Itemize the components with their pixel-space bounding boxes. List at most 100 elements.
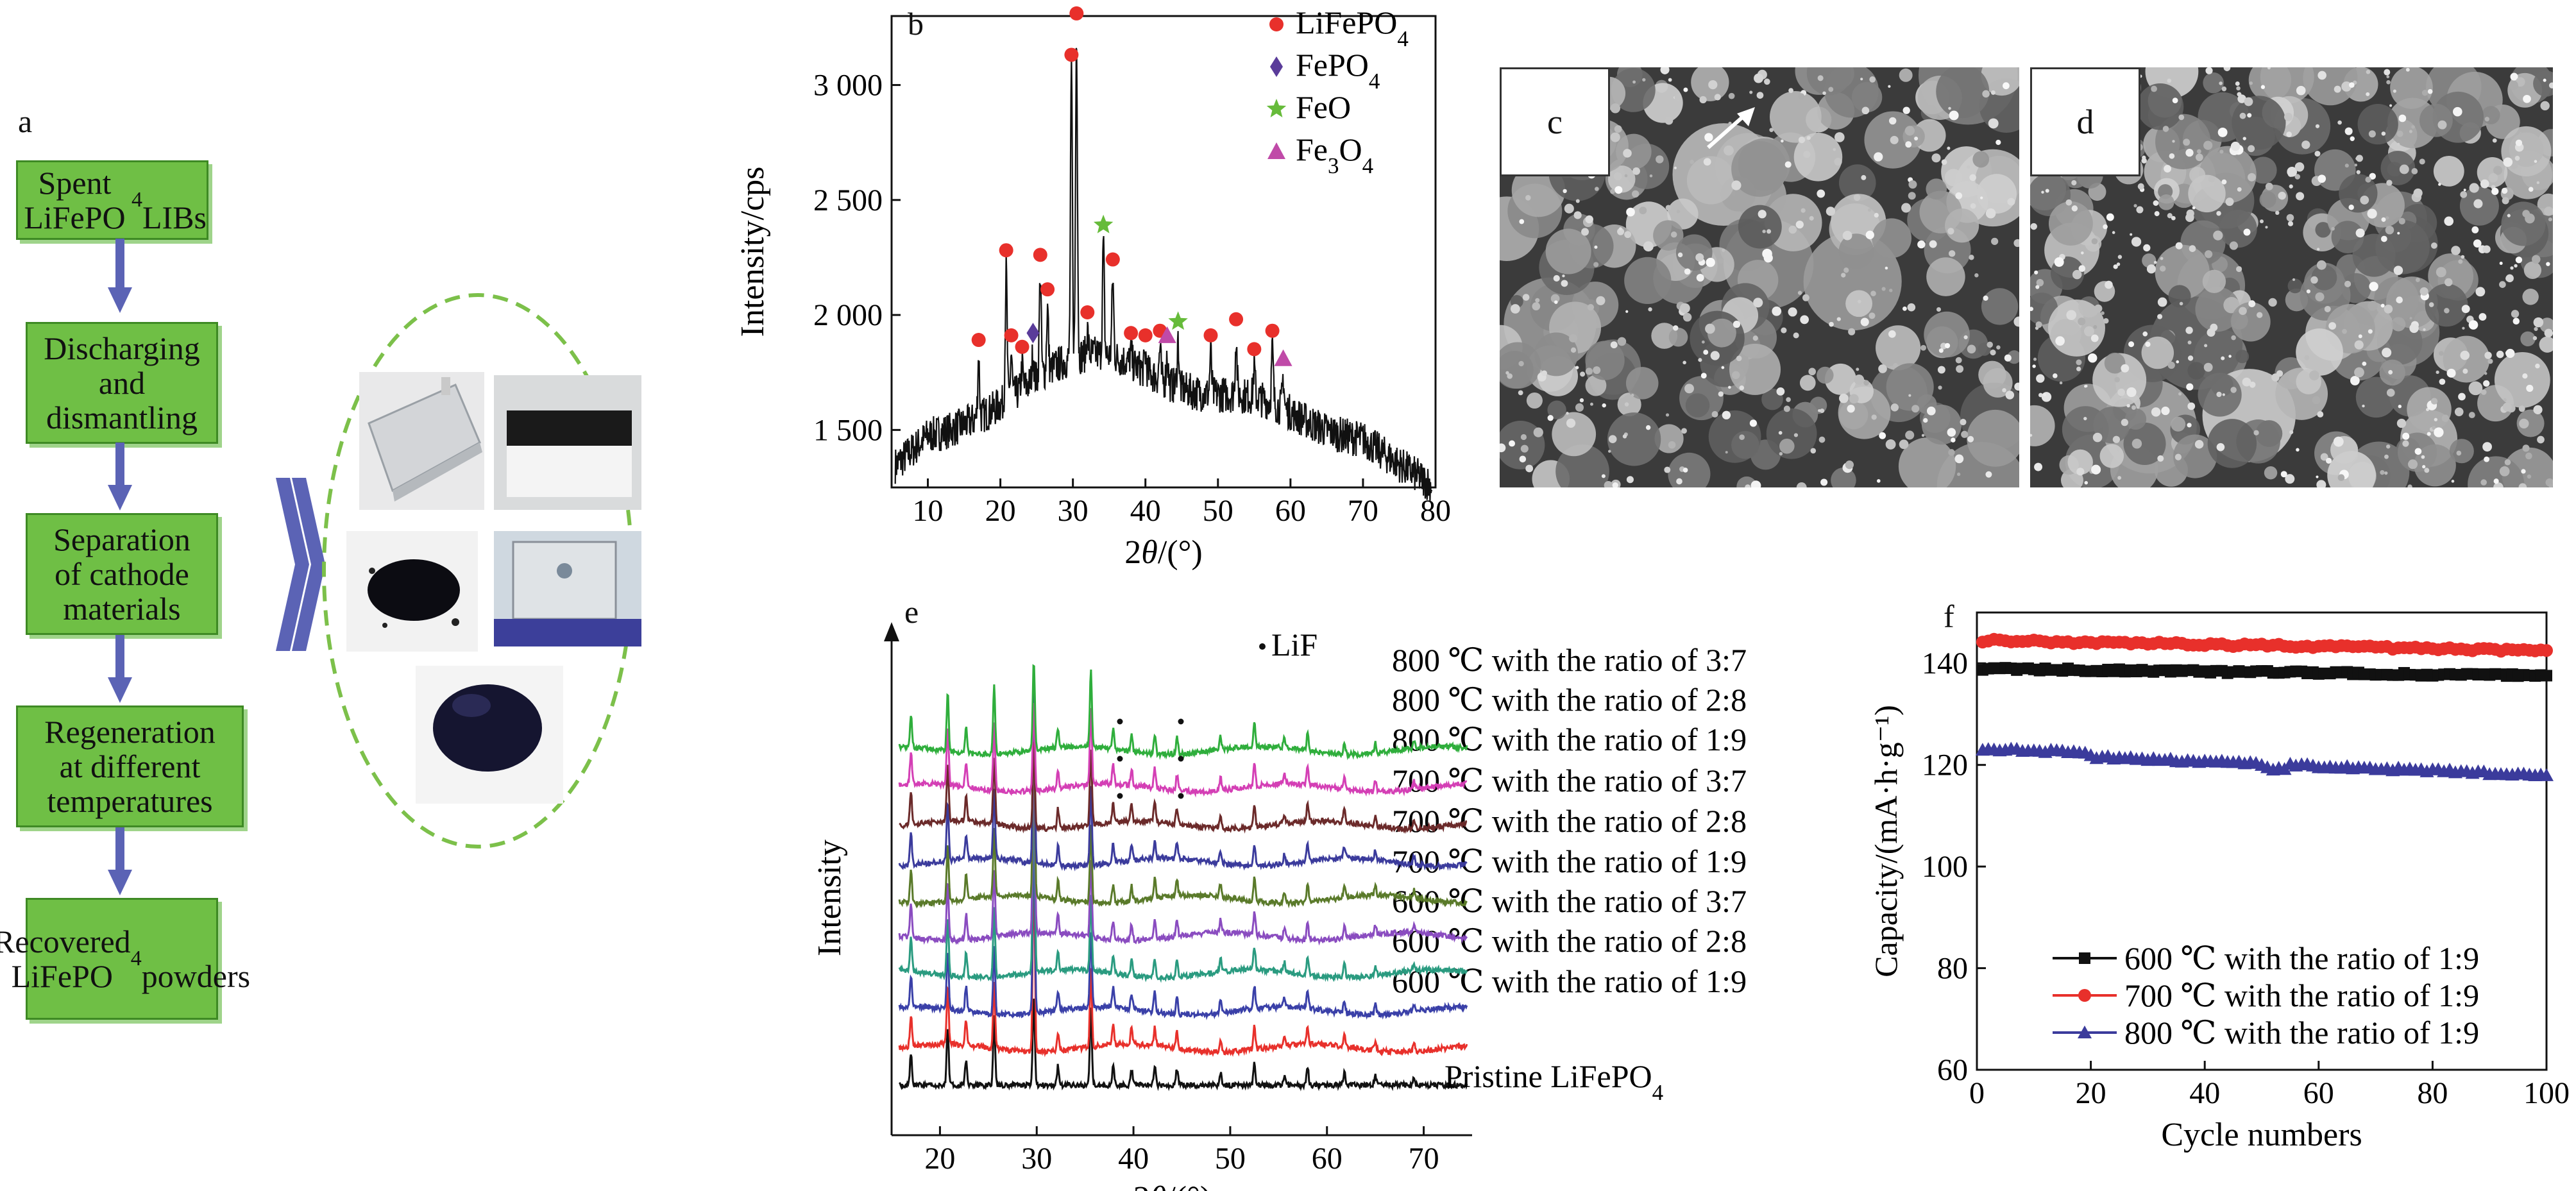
- lif-marker: [1178, 756, 1184, 762]
- sem-highlight: [1908, 192, 1916, 200]
- peak-marker-LiFePO4: [971, 333, 986, 348]
- peak-marker-LiFePO4: [1247, 342, 1262, 357]
- legend-label-f: 700 ℃ with the ratio of 1:9: [2124, 977, 2479, 1013]
- sem-highlight: [2515, 257, 2523, 264]
- sem-highlight: [1677, 252, 1683, 258]
- sem-highlight: [2369, 282, 2378, 291]
- x-tick-label-e: 70: [1409, 1142, 1439, 1176]
- panel-label-a: a: [18, 103, 33, 139]
- sem-highlight: [1801, 208, 1806, 213]
- sem-highlight: [2366, 69, 2371, 74]
- sem-highlight: [1985, 471, 1992, 478]
- sem-highlight: [2242, 377, 2251, 387]
- sem-highlight: [2398, 114, 2407, 122]
- sem-highlight: [1854, 375, 1865, 385]
- sem-highlight: [2505, 348, 2515, 359]
- sem-highlight: [1818, 409, 1821, 412]
- sem-highlight: [1573, 211, 1582, 219]
- sem-particle: [1738, 205, 1782, 249]
- sem-highlight: [2515, 139, 2523, 146]
- sem-highlight: [1555, 438, 1559, 443]
- sem-highlight: [2159, 266, 2166, 272]
- sem-highlight: [2428, 302, 2434, 307]
- sem-highlight: [1525, 194, 1531, 201]
- sem-highlight: [2030, 434, 2033, 437]
- sem-highlight: [2537, 435, 2545, 444]
- sem-highlight: [2309, 370, 2319, 381]
- sem-highlight: [1874, 212, 1879, 218]
- x-tick-label-e: 30: [1021, 1142, 1052, 1176]
- sem-highlight: [2167, 213, 2173, 219]
- sem-particle: [2123, 422, 2166, 465]
- sem-highlight: [1955, 357, 1962, 364]
- sem-highlight: [2534, 160, 2538, 163]
- sem-highlight: [2248, 145, 2255, 153]
- sem-particle: [2093, 407, 2130, 444]
- flow-arrow-3: [108, 635, 132, 703]
- sem-highlight: [2484, 372, 2487, 375]
- sem-particle: [1967, 409, 2019, 467]
- sem-highlight: [2222, 393, 2225, 396]
- sem-highlight: [1818, 436, 1826, 443]
- sem-highlight: [2316, 475, 2319, 478]
- sem-highlight: [1704, 133, 1713, 142]
- x-tick-label-e: 40: [1118, 1142, 1149, 1176]
- sem-highlight: [1802, 294, 1809, 301]
- sem-highlight: [2430, 242, 2437, 249]
- sem-highlight: [2341, 81, 2352, 92]
- sem-highlight: [2002, 388, 2006, 393]
- legend-marker-Fe3O4: [1267, 142, 1285, 159]
- sem-highlight: [1532, 302, 1541, 310]
- sem-highlight: [1593, 366, 1601, 375]
- sem-highlight: [1520, 434, 1527, 441]
- sem-particle: [1872, 218, 1912, 258]
- sem-highlight: [1665, 116, 1674, 125]
- sem-highlight: [2229, 241, 2239, 250]
- sem-highlight: [2461, 305, 2470, 314]
- sem-highlight: [2533, 405, 2543, 414]
- sem-highlight: [1625, 310, 1629, 313]
- sem-highlight: [2216, 391, 2222, 398]
- sem-highlight: [2179, 301, 2183, 306]
- sem-highlight: [2169, 153, 2175, 159]
- sem-highlight: [1806, 136, 1811, 140]
- sem-particle: [1926, 178, 1947, 200]
- sem-highlight: [2518, 405, 2525, 412]
- sem-highlight: [2117, 476, 2122, 480]
- sem-highlight: [2380, 235, 2387, 242]
- peak-marker-LiFePO4: [1064, 47, 1079, 62]
- sem-highlight: [1996, 139, 2001, 146]
- peak-marker-Fe3O4: [1158, 326, 1176, 343]
- sem-highlight: [2151, 85, 2157, 92]
- sem-highlight: [2356, 155, 2364, 162]
- sem-highlight: [1980, 196, 1983, 199]
- sem-highlight: [2171, 215, 2176, 221]
- sem-particle: [2522, 289, 2539, 305]
- xrd-trace-e-8: [898, 702, 1468, 798]
- sem-highlight: [1888, 117, 1897, 125]
- sem-highlight: [1602, 403, 1606, 408]
- x-axis-label-b: 2θ/(°): [1124, 534, 1202, 571]
- sem-highlight: [2081, 251, 2084, 255]
- sem-highlight: [2439, 378, 2446, 385]
- sem-particle: [2187, 362, 2205, 380]
- sem-particle: [1653, 220, 1684, 251]
- sem-highlight: [1648, 307, 1652, 312]
- sem-highlight: [1614, 125, 1622, 133]
- sem-highlight: [1566, 412, 1569, 415]
- peak-marker-LiFePO4: [1033, 248, 1047, 262]
- sem-particle: [1838, 233, 1874, 269]
- x-axis-label-e: 2θ/(°): [1133, 1180, 1211, 1191]
- sem-highlight: [2502, 197, 2509, 205]
- sem-highlight: [1987, 341, 1994, 348]
- sem-highlight: [2094, 304, 2103, 313]
- sem-highlight: [2210, 323, 2218, 332]
- legend-marker-LiFePO4: [1269, 17, 1284, 31]
- sem-highlight: [1739, 434, 1745, 441]
- panel-label-d: d: [2030, 67, 2140, 176]
- sem-particle: [2155, 244, 2210, 300]
- sem-highlight: [2185, 213, 2194, 223]
- sem-highlight: [1608, 435, 1617, 444]
- sem-highlight: [2237, 94, 2246, 103]
